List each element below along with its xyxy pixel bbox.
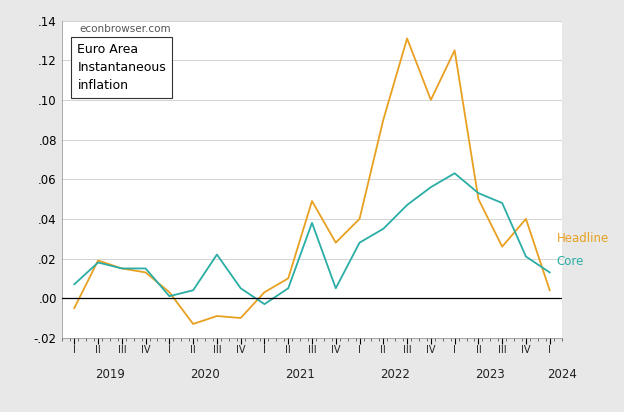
Text: Headline: Headline [557, 232, 609, 245]
Text: 2022: 2022 [380, 368, 410, 382]
Text: Core: Core [557, 255, 584, 269]
Text: 2019: 2019 [95, 368, 125, 382]
Text: Euro Area
Instantaneous
inflation: Euro Area Instantaneous inflation [77, 43, 166, 92]
Text: 2021: 2021 [285, 368, 315, 382]
Text: 2023: 2023 [475, 368, 505, 382]
Text: 2024: 2024 [547, 368, 577, 382]
Text: 2020: 2020 [190, 368, 220, 382]
Text: econbrowser.com: econbrowser.com [80, 24, 172, 34]
